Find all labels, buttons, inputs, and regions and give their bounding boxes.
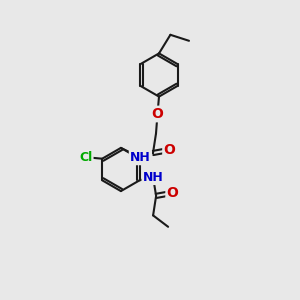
Text: NH: NH [143, 171, 164, 184]
Text: NH: NH [130, 151, 151, 164]
Text: O: O [164, 143, 175, 157]
Text: Cl: Cl [79, 151, 92, 164]
Text: O: O [167, 186, 178, 200]
Text: O: O [152, 107, 164, 121]
